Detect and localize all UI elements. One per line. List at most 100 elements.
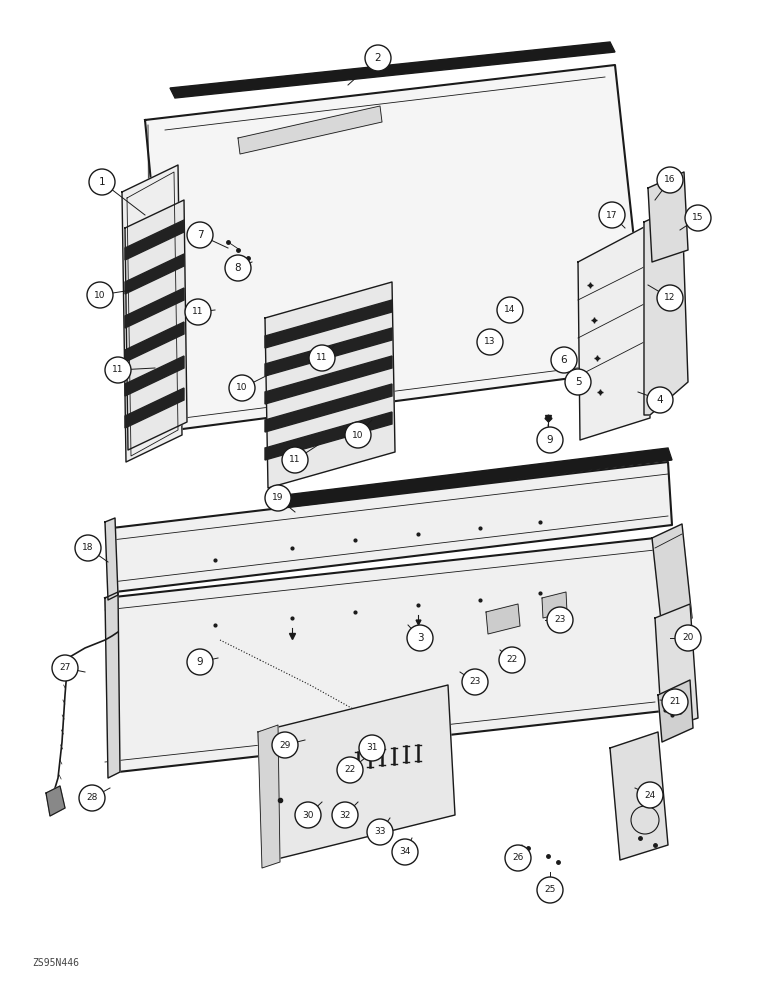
Circle shape [365,45,391,71]
Text: 29: 29 [279,740,291,750]
Polygon shape [125,220,184,260]
Polygon shape [658,680,693,742]
Text: 17: 17 [606,211,618,220]
Text: 32: 32 [340,810,350,820]
Text: 11: 11 [112,365,124,374]
Text: 21: 21 [669,698,681,706]
Polygon shape [170,42,615,98]
Circle shape [282,447,308,473]
Polygon shape [578,225,650,440]
Circle shape [675,625,701,651]
Polygon shape [652,524,692,630]
Text: 16: 16 [664,176,676,184]
Circle shape [229,375,255,401]
Circle shape [392,839,418,865]
Polygon shape [265,412,392,460]
Polygon shape [125,288,184,328]
Polygon shape [125,356,184,396]
Circle shape [477,329,503,355]
Polygon shape [265,384,392,432]
Circle shape [359,735,385,761]
Text: 5: 5 [574,377,581,387]
Circle shape [547,607,573,633]
Polygon shape [265,328,392,376]
Text: 24: 24 [645,790,655,800]
Polygon shape [542,592,567,618]
Text: 13: 13 [484,338,496,347]
Circle shape [537,877,563,903]
Circle shape [187,222,213,248]
Polygon shape [122,165,182,462]
Circle shape [345,422,371,448]
Circle shape [309,345,335,371]
Text: 34: 34 [399,848,411,856]
Polygon shape [648,172,688,262]
Polygon shape [644,205,688,415]
Text: 19: 19 [273,493,284,502]
Text: 31: 31 [366,744,378,752]
Circle shape [87,282,113,308]
Circle shape [367,819,393,845]
Text: 28: 28 [86,794,98,802]
Text: 27: 27 [59,664,71,672]
Circle shape [599,202,625,228]
Polygon shape [265,356,392,404]
Text: 10: 10 [94,290,106,300]
Polygon shape [105,518,118,600]
Polygon shape [125,200,187,450]
Text: 6: 6 [560,355,567,365]
Circle shape [685,205,711,231]
Circle shape [407,625,433,651]
Text: 1: 1 [99,177,105,187]
Text: 18: 18 [83,544,93,552]
Circle shape [637,782,663,808]
Text: 11: 11 [317,354,328,362]
Text: 8: 8 [235,263,242,273]
Circle shape [105,357,131,383]
Text: 10: 10 [352,430,364,440]
Text: 11: 11 [290,456,301,464]
Polygon shape [610,732,668,860]
Polygon shape [125,388,184,428]
Text: 26: 26 [513,854,523,862]
Circle shape [295,802,321,828]
Text: 15: 15 [692,214,704,223]
Polygon shape [265,282,395,488]
Text: 33: 33 [374,828,386,836]
Circle shape [657,167,683,193]
Circle shape [537,427,563,453]
Text: 2: 2 [374,53,381,63]
Text: 11: 11 [192,308,204,316]
Polygon shape [258,725,280,868]
Circle shape [565,369,591,395]
Text: 22: 22 [344,766,356,774]
Polygon shape [145,65,648,430]
Text: 7: 7 [197,230,203,240]
Text: 9: 9 [547,435,554,445]
Circle shape [332,802,358,828]
Circle shape [505,845,531,871]
Text: 9: 9 [197,657,203,667]
Circle shape [272,732,298,758]
Circle shape [52,655,78,681]
Text: 14: 14 [504,306,516,314]
Circle shape [225,255,251,281]
Polygon shape [112,462,672,592]
Circle shape [187,649,213,675]
Polygon shape [285,448,672,507]
Text: ZS95N446: ZS95N446 [32,958,79,968]
Polygon shape [265,300,392,348]
Circle shape [662,689,688,715]
Circle shape [657,285,683,311]
Text: 23: 23 [554,615,566,624]
Text: 4: 4 [657,395,663,405]
Polygon shape [238,106,382,154]
Text: 22: 22 [506,656,517,664]
Circle shape [551,347,577,373]
Polygon shape [655,604,698,730]
Polygon shape [125,322,184,362]
Text: 25: 25 [544,886,556,894]
Text: 3: 3 [417,633,423,643]
Text: 30: 30 [303,810,313,820]
Text: 10: 10 [236,383,248,392]
